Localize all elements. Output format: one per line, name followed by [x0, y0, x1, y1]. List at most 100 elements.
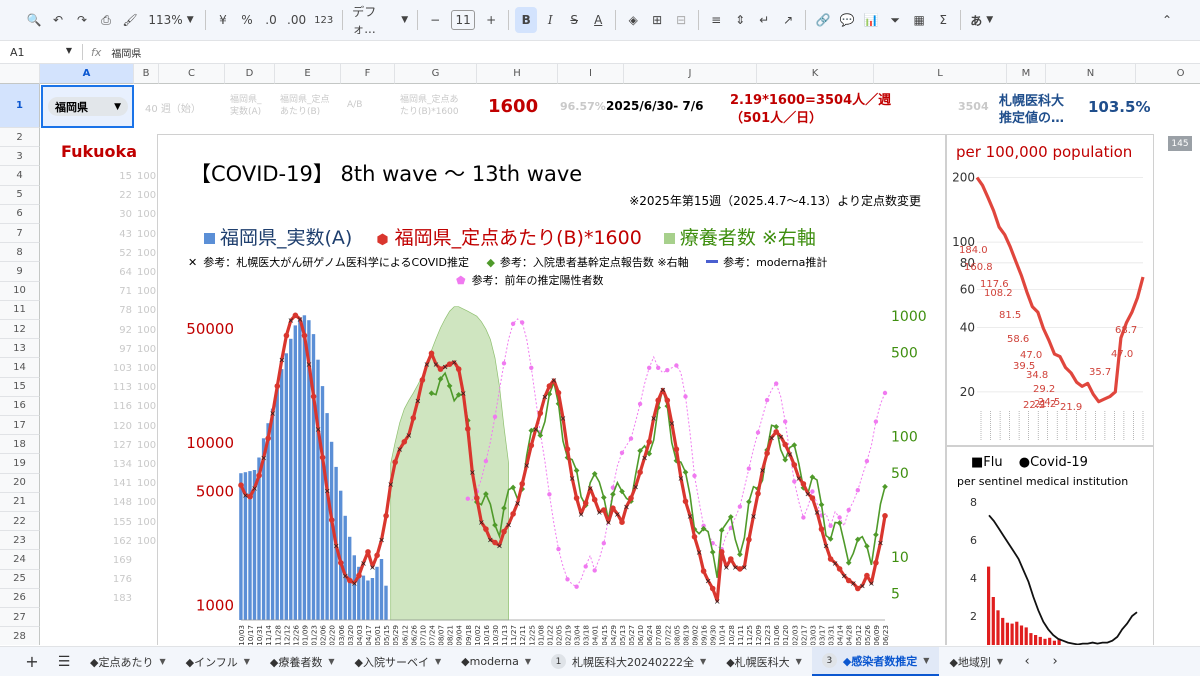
cell-c-value[interactable]: 100 — [137, 401, 157, 413]
cell-n1-line1[interactable]: 札幌医科大 — [999, 94, 1065, 109]
cell-b-value[interactable]: 162 — [112, 535, 132, 547]
column-header-o[interactable]: O — [1136, 64, 1200, 84]
more-formats-button[interactable]: 123 — [314, 14, 334, 26]
row-header-9[interactable]: 9 — [0, 262, 40, 282]
cell-k1-line1[interactable]: 2.19*1600=3504人／週 — [730, 93, 892, 108]
sheet-tab-3[interactable]: ◆入院サーベイ ▼ — [345, 647, 452, 676]
scroll-tabs-right-icon[interactable]: › — [1052, 654, 1058, 669]
all-sheets-icon[interactable]: ☰ — [57, 653, 71, 670]
column-header-g[interactable]: G — [395, 64, 477, 84]
cell-c-value[interactable]: 100 — [137, 247, 157, 259]
cell-o1[interactable]: 103.5% — [1088, 98, 1151, 116]
cell-b-value[interactable]: 52 — [119, 247, 132, 259]
scroll-tabs-left-icon[interactable]: ‹ — [1024, 654, 1030, 669]
main-chart[interactable]: 【COVID-19】 8th wave 〜 13th wave ※2025年第1… — [157, 134, 946, 645]
cell-c-value[interactable]: 100 — [137, 363, 157, 374]
row-header-18[interactable]: 18 — [0, 435, 40, 455]
cell-b-value[interactable]: 141 — [112, 478, 132, 490]
add-sheet-icon[interactable]: + — [25, 652, 39, 671]
cell-m1[interactable]: 3504 — [958, 100, 989, 113]
font-size-input[interactable]: 11 — [448, 7, 478, 33]
cell-c-value[interactable]: 100 — [137, 382, 157, 394]
sheet-tab-5[interactable]: 1 札幌医科大20240222全 ▼ — [541, 647, 716, 676]
horizontal-align-icon[interactable]: ≡ — [711, 13, 722, 27]
cell-b-value[interactable]: 120 — [112, 420, 132, 432]
sheet-tab-4[interactable]: ◆moderna ▼ — [451, 647, 541, 676]
increase-font-size-button[interactable]: + — [486, 13, 497, 27]
column-header-b[interactable]: B — [134, 64, 159, 84]
row-header-26[interactable]: 26 — [0, 588, 40, 608]
cell-c-value[interactable]: 100 — [137, 286, 157, 298]
cell-c-value[interactable]: 100 — [137, 171, 157, 182]
cell-c-value[interactable]: 100 — [137, 305, 157, 317]
cell-f1[interactable]: A/B — [347, 100, 363, 110]
decrease-decimal-button[interactable]: .0 — [265, 13, 277, 27]
cell-b-value[interactable]: 64 — [119, 267, 132, 278]
functions-icon[interactable]: Σ — [939, 13, 947, 27]
cell-c-value[interactable]: 100 — [137, 516, 157, 528]
decrease-font-size-button[interactable]: − — [430, 13, 441, 27]
cell-b-value[interactable]: 169 — [112, 555, 132, 566]
text-wrap-icon[interactable]: ↵ — [759, 13, 770, 27]
row-header-7[interactable]: 7 — [0, 224, 40, 244]
row-header-1[interactable]: 1 — [0, 84, 40, 128]
cell-c-value[interactable]: 100 — [137, 324, 157, 336]
chevron-down-icon[interactable]: ▼ — [159, 657, 166, 666]
cell-b-value[interactable]: 43 — [119, 228, 132, 240]
row-header-19[interactable]: 19 — [0, 454, 40, 474]
paint-format-icon[interactable]: 🖌 — [122, 13, 138, 27]
name-box[interactable]: A1 ▼ — [0, 46, 72, 59]
row-header-28[interactable]: 28 — [0, 627, 40, 645]
insert-chart-icon[interactable]: 📊 — [863, 13, 879, 27]
strikethrough-icon[interactable]: S — [570, 13, 578, 27]
cell-b-value[interactable]: 134 — [112, 459, 132, 470]
chevron-down-icon[interactable]: ▼ — [435, 657, 442, 666]
chevron-down-icon[interactable]: ▼ — [795, 657, 802, 666]
column-header-c[interactable]: C — [159, 64, 225, 84]
vertical-align-icon[interactable]: ⇕ — [735, 13, 746, 27]
row-header-5[interactable]: 5 — [0, 185, 40, 205]
per-100k-chart[interactable]: per 100,000 population 200 100 80 60 40 20 184… — [946, 134, 1154, 446]
cell-b-value[interactable]: 97 — [119, 343, 132, 355]
sentinel-chart[interactable]: ■Flu ●Covid-19 per sentinel medical inst… — [946, 446, 1154, 645]
fill-color-icon[interactable]: ◈ — [628, 13, 638, 27]
chevron-down-icon[interactable]: ▼ — [243, 657, 250, 666]
row-header-6[interactable]: 6 — [0, 204, 40, 224]
cell-h1[interactable]: 1600 — [488, 96, 539, 117]
cell-j1[interactable]: 2025/6/30- 7/6 — [606, 99, 704, 113]
row-header-4[interactable]: 4 — [0, 166, 40, 186]
row-header-17[interactable]: 17 — [0, 416, 40, 436]
cell-c-value[interactable]: 100 — [137, 439, 157, 451]
cell-c-value[interactable]: 100 — [137, 497, 157, 509]
cell-b-value[interactable]: 22 — [119, 190, 132, 202]
row-header-13[interactable]: 13 — [0, 339, 40, 359]
cell-b-value[interactable]: 103 — [112, 363, 132, 374]
column-header-k[interactable]: K — [757, 64, 874, 84]
increase-decimal-button[interactable]: .00 — [287, 13, 307, 27]
row-header-20[interactable]: 20 — [0, 473, 40, 493]
currency-format-button[interactable]: ¥ — [219, 13, 227, 27]
text-color-icon[interactable]: A — [594, 13, 603, 27]
undo-icon[interactable]: ↶ — [52, 13, 64, 27]
formula-input[interactable]: 福岡県 — [111, 48, 142, 60]
chevron-down-icon[interactable]: ▼ — [700, 657, 707, 666]
row-header-8[interactable]: 8 — [0, 243, 40, 263]
cell-b-value[interactable]: 15 — [119, 171, 132, 182]
cell-c-value[interactable]: 100 — [137, 459, 157, 470]
print-icon[interactable]: ⎙ — [101, 12, 111, 27]
cell-c-value[interactable]: 100 — [137, 190, 157, 202]
row-header-10[interactable]: 10 — [0, 281, 40, 301]
row-header-24[interactable]: 24 — [0, 550, 40, 570]
cell-d1[interactable]: 福岡県_ 実数(A) — [230, 95, 262, 117]
text-rotation-icon[interactable]: ↗ — [783, 13, 794, 27]
italic-icon[interactable]: I — [547, 13, 553, 27]
row-header-3[interactable]: 3 — [0, 147, 40, 167]
chevron-down-icon[interactable]: ▼ — [524, 657, 532, 666]
column-header-i[interactable]: I — [558, 64, 624, 84]
bold-button[interactable]: B — [515, 7, 538, 33]
row-header-11[interactable]: 11 — [0, 300, 40, 320]
region-dropdown-chip[interactable]: 福岡県 ▼ — [48, 97, 128, 116]
cell-b-value[interactable]: 71 — [119, 286, 132, 298]
input-tools-button[interactable]: あ ▼ — [967, 7, 996, 33]
insert-link-icon[interactable]: 🔗 — [815, 13, 831, 27]
